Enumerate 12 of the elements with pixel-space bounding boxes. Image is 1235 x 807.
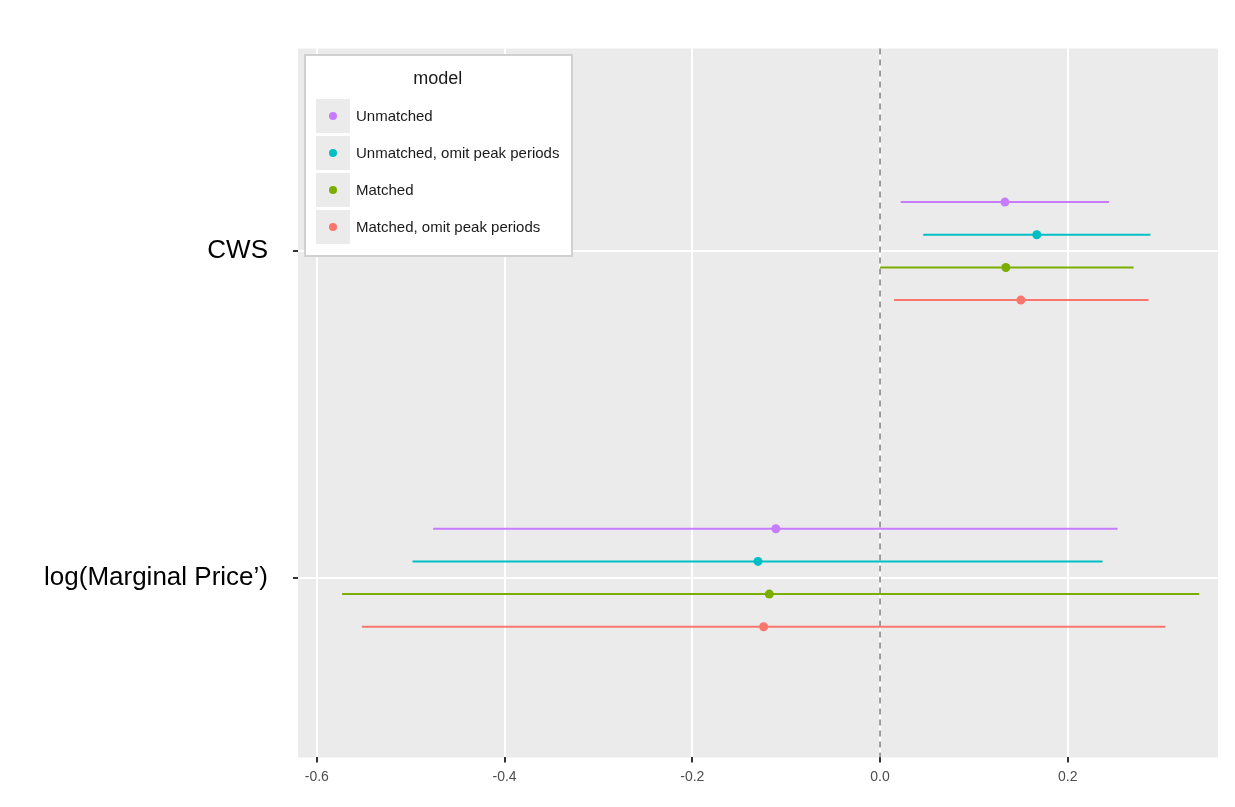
legend-title: model (412, 68, 464, 89)
legend-label: Unmatched, omit peak periods (356, 144, 560, 161)
y-tick-label: CWS (207, 234, 268, 265)
y-tick-label: log(Marginal Price’) (44, 560, 268, 591)
x-tick-label: -0.6 (304, 767, 330, 784)
x-tick-label: 0.2 (1058, 767, 1078, 784)
legend-label: Matched, omit peak periods (356, 218, 541, 235)
legend-label: Matched (356, 181, 414, 198)
x-tick-label: 0.0 (870, 767, 890, 784)
legend-label: Unmatched (356, 107, 433, 124)
x-tick-label: -0.2 (680, 767, 705, 784)
x-tick-label: -0.4 (492, 767, 517, 784)
